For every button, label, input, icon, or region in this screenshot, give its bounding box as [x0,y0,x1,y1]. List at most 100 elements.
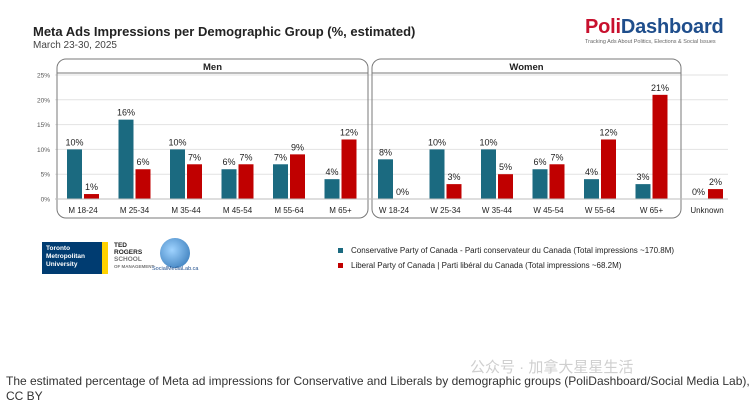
data-label-conservative: 6% [533,157,546,167]
watermark: 公众号 · 加拿大星星生活 [470,359,634,376]
polidashboard-logo: PoliDashboard Tracking Ads About Politic… [585,16,730,45]
data-label-liberal: 9% [291,142,304,152]
y-tick-label: 10% [37,147,50,154]
legend-label-conservative: Conservative Party of Canada - Parti con… [351,246,675,255]
group-label: Women [509,62,543,73]
legend-swatch-conservative [338,248,343,253]
image-caption: The estimated percentage of Meta ad impr… [6,374,750,403]
ted-line2: ROGERS [114,249,143,256]
data-label-liberal: 12% [599,127,617,137]
data-label-liberal: 3% [447,172,460,182]
bar-conservative [170,149,185,199]
x-tick-label: M 65+ [329,206,352,215]
y-tick-label: 5% [41,172,51,179]
x-tick-label: W 65+ [640,206,664,215]
data-label-conservative: 10% [428,137,446,147]
bar-liberal [549,164,565,199]
data-label-conservative: 10% [65,137,83,147]
data-label-conservative: 6% [222,157,235,167]
data-label-conservative: 10% [168,137,186,147]
data-label-liberal: 6% [136,157,149,167]
bar-conservative [481,149,496,199]
bar-liberal [84,194,99,199]
bar-conservative [118,119,134,199]
bar-conservative [584,179,599,199]
data-label-conservative: 3% [636,172,649,182]
ted-rogers-logo: TED ROGERS SCHOOL OF MANAGEMENT [114,242,154,270]
logo-wordmark: PoliDashboard [585,16,730,39]
legend-item-conservative: Conservative Party of Canada - Parti con… [338,243,674,258]
x-tick-label: M 18-24 [68,206,98,215]
data-label-liberal: 7% [550,152,563,162]
bar-liberal [187,164,202,199]
logo-part2: Dashboard [620,16,724,38]
social-media-lab-logo: SocialMediaLab.ca [152,266,199,272]
x-tick-label: M 45-54 [223,206,253,215]
bar-conservative [273,164,288,199]
legend-swatch-liberal [338,263,343,268]
group-box [56,58,369,219]
bar-conservative [532,169,548,199]
data-label-conservative: 16% [117,108,135,118]
data-label-liberal: 0% [396,187,409,197]
x-tick-label: Unknown [690,206,723,215]
bar-liberal [601,139,616,199]
data-label-liberal: 12% [340,127,358,137]
x-tick-label: W 45-54 [533,206,564,215]
data-label-liberal: 7% [239,152,252,162]
data-label-conservative: 0% [692,187,705,197]
y-tick-label: 0% [41,197,51,204]
data-label-conservative: 4% [585,167,598,177]
y-tick-label: 20% [37,97,50,104]
bar-liberal [498,174,513,199]
data-label-liberal: 1% [85,182,98,192]
group-box [371,58,682,219]
data-label-conservative: 10% [479,137,497,147]
data-label-conservative: 4% [325,167,338,177]
data-label-liberal: 2% [709,177,722,187]
ted-line1: TED [114,242,127,249]
legend-label-liberal: Liberal Party of Canada | Parti libéral … [351,261,622,270]
x-tick-label: W 55-64 [585,206,616,215]
data-label-conservative: 8% [379,147,392,157]
chart-subtitle: March 23-30, 2025 [33,40,117,51]
group-label: Men [203,62,222,73]
y-tick-label: 15% [37,122,50,129]
x-tick-label: W 35-44 [482,206,513,215]
partner-logos: Toronto Metropolitan University TED ROGE… [42,238,222,282]
x-tick-label: M 25-34 [120,206,150,215]
bar-liberal [652,94,668,199]
bar-conservative [221,169,237,199]
bar-conservative [67,149,82,199]
x-tick-label: W 18-24 [379,206,410,215]
bar-chart: 0% 5% 10% 15% 20% 25% Men Women 10% 1% M 18-24 16% 6… [37,58,728,219]
data-label-liberal: 5% [499,162,512,172]
tmu-logo: Toronto Metropolitan University [42,242,102,274]
data-label-conservative: 7% [274,152,287,162]
bar-conservative [635,184,651,199]
ted-line3: SCHOOL [114,256,142,263]
legend-item-liberal: Liberal Party of Canada | Parti libéral … [338,258,674,273]
bar-conservative [429,149,445,199]
globe-icon [160,238,190,268]
bar-conservative [378,159,393,199]
tmu-logo-bar [102,242,108,274]
chart-title: Meta Ads Impressions per Demographic Gro… [33,24,416,39]
bar-liberal [238,164,254,199]
x-tick-label: W 25-34 [430,206,461,215]
bar-liberal [446,184,462,199]
ted-line4: OF MANAGEMENT [114,264,155,269]
bar-liberal [341,139,357,199]
data-label-liberal: 7% [188,152,201,162]
chart-legend: Conservative Party of Canada - Parti con… [338,243,674,273]
data-label-liberal: 21% [651,83,669,93]
x-tick-label: M 55-64 [274,206,304,215]
bar-conservative [324,179,340,199]
bar-liberal [708,189,723,199]
x-tick-label: M 35-44 [171,206,201,215]
logo-tagline: Tracking Ads About Politics, Elections &… [585,39,716,45]
logo-part1: Poli [585,16,621,38]
bar-liberal [290,154,305,199]
y-tick-label: 25% [37,73,50,80]
bar-liberal [135,169,151,199]
